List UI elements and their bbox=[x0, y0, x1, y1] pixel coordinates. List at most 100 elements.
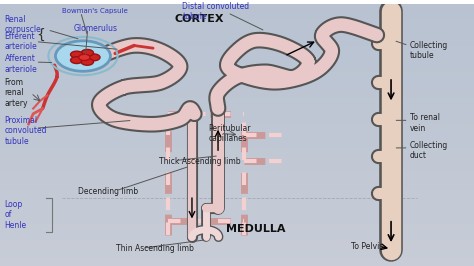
Bar bbox=[0, 185, 474, 187]
Bar bbox=[0, 190, 474, 193]
Bar bbox=[0, 229, 474, 232]
Circle shape bbox=[55, 41, 110, 71]
Circle shape bbox=[79, 54, 90, 60]
Circle shape bbox=[71, 51, 83, 58]
Bar bbox=[0, 261, 474, 263]
Bar bbox=[0, 240, 474, 242]
Text: CORTEX: CORTEX bbox=[174, 14, 224, 24]
Bar bbox=[0, 40, 474, 43]
Circle shape bbox=[81, 49, 93, 56]
Bar bbox=[0, 211, 474, 214]
Bar bbox=[0, 51, 474, 53]
Bar bbox=[0, 111, 474, 114]
Text: Loop
of
Henle: Loop of Henle bbox=[5, 200, 27, 230]
Bar bbox=[0, 119, 474, 122]
Bar bbox=[0, 127, 474, 130]
Bar bbox=[0, 22, 474, 24]
Bar bbox=[0, 106, 474, 109]
Text: Peritubular
capillanes: Peritubular capillanes bbox=[209, 124, 251, 143]
Bar bbox=[0, 32, 474, 35]
Bar bbox=[0, 224, 474, 227]
Bar bbox=[0, 103, 474, 106]
Bar bbox=[0, 216, 474, 219]
Bar bbox=[0, 193, 474, 195]
Bar bbox=[0, 19, 474, 22]
Bar bbox=[0, 135, 474, 138]
Text: From
renal
artery: From renal artery bbox=[5, 78, 28, 108]
Text: Collecting
tubule: Collecting tubule bbox=[410, 41, 448, 60]
Bar bbox=[0, 11, 474, 14]
Bar bbox=[0, 140, 474, 143]
Bar bbox=[0, 263, 474, 266]
Bar bbox=[0, 59, 474, 61]
Bar bbox=[0, 242, 474, 245]
Bar bbox=[0, 74, 474, 77]
Bar bbox=[0, 208, 474, 211]
Bar bbox=[0, 200, 474, 203]
Bar bbox=[0, 177, 474, 179]
Bar bbox=[0, 151, 474, 153]
Bar bbox=[0, 64, 474, 66]
Bar bbox=[0, 248, 474, 250]
Bar bbox=[0, 138, 474, 140]
Text: Glomerulus: Glomerulus bbox=[73, 24, 118, 33]
Bar bbox=[0, 43, 474, 45]
Bar bbox=[0, 130, 474, 132]
Bar bbox=[0, 174, 474, 177]
Bar bbox=[0, 143, 474, 145]
Bar bbox=[0, 90, 474, 93]
Bar bbox=[0, 169, 474, 172]
Bar bbox=[0, 9, 474, 11]
Text: Thin Ascending limb: Thin Ascending limb bbox=[116, 244, 194, 253]
Text: To Pelvis: To Pelvis bbox=[351, 242, 383, 251]
Text: Renal
corpuscle: Renal corpuscle bbox=[5, 15, 42, 34]
Bar bbox=[0, 256, 474, 258]
Bar bbox=[0, 72, 474, 74]
Bar bbox=[0, 250, 474, 253]
Text: Afferent
arteriole: Afferent arteriole bbox=[5, 54, 37, 74]
Circle shape bbox=[88, 54, 100, 61]
Circle shape bbox=[71, 57, 83, 64]
Text: Bowman's Capsule: Bowman's Capsule bbox=[62, 9, 128, 14]
Bar bbox=[0, 258, 474, 261]
Bar bbox=[0, 114, 474, 117]
Text: Decending limb: Decending limb bbox=[78, 187, 138, 196]
Bar bbox=[0, 203, 474, 206]
Text: Thick Ascending limb: Thick Ascending limb bbox=[159, 156, 240, 165]
Bar bbox=[0, 148, 474, 151]
Bar bbox=[0, 93, 474, 95]
Bar bbox=[0, 117, 474, 119]
Bar bbox=[0, 3, 474, 6]
Bar bbox=[0, 206, 474, 208]
Bar bbox=[0, 182, 474, 185]
Bar bbox=[0, 82, 474, 85]
Bar bbox=[0, 45, 474, 48]
Bar bbox=[0, 27, 474, 30]
Bar bbox=[0, 6, 474, 9]
Bar bbox=[0, 161, 474, 164]
Bar bbox=[0, 95, 474, 98]
Bar bbox=[0, 38, 474, 40]
Text: {: { bbox=[36, 28, 45, 42]
Bar bbox=[0, 237, 474, 240]
Bar bbox=[0, 187, 474, 190]
Bar bbox=[0, 145, 474, 148]
Text: Collecting
duct: Collecting duct bbox=[410, 141, 448, 160]
Bar bbox=[0, 124, 474, 127]
Bar bbox=[0, 198, 474, 200]
Bar bbox=[0, 221, 474, 224]
Bar bbox=[0, 179, 474, 182]
Text: Proximal
convoluted
tubule: Proximal convoluted tubule bbox=[5, 116, 47, 146]
Bar bbox=[0, 235, 474, 237]
Bar bbox=[0, 77, 474, 80]
Bar bbox=[0, 219, 474, 221]
Bar bbox=[0, 85, 474, 88]
Bar bbox=[0, 132, 474, 135]
Bar bbox=[0, 61, 474, 64]
Bar bbox=[0, 172, 474, 174]
Bar bbox=[0, 35, 474, 38]
Bar bbox=[0, 53, 474, 56]
Text: Distal convoluted
tubule: Distal convoluted tubule bbox=[182, 2, 250, 21]
Bar bbox=[0, 69, 474, 72]
Bar bbox=[0, 156, 474, 158]
